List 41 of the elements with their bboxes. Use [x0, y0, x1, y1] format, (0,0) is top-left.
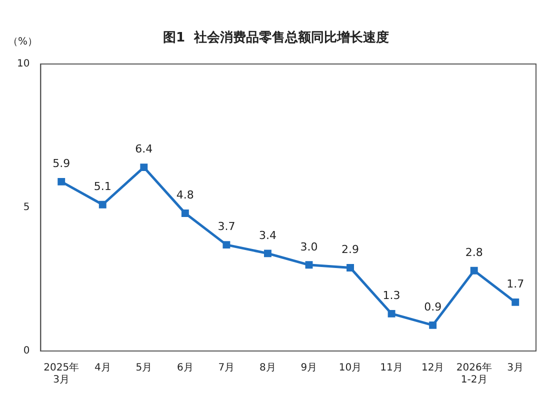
- point: [140, 164, 148, 172]
- data-label: 5.9: [52, 157, 70, 170]
- point: [181, 210, 189, 217]
- point: [222, 241, 230, 249]
- data-label: 2.9: [342, 243, 360, 256]
- point: [58, 178, 66, 186]
- x-tick-label: 5月: [136, 362, 152, 374]
- data-label: 5.1: [94, 180, 112, 193]
- data-label: 3.4: [258, 228, 276, 242]
- x-tick-label: 6月: [176, 362, 194, 374]
- point: [512, 298, 520, 306]
- data-label: 0.9: [424, 300, 442, 314]
- data-label: 3.0: [300, 240, 318, 254]
- point: [470, 266, 478, 274]
- point: [264, 250, 272, 258]
- chart-title: 图1 社会消费品零售总额同比增长速度: [162, 29, 390, 46]
- x-tick-label: 8月: [260, 362, 276, 374]
- data-label: 3.7: [218, 220, 236, 234]
- x-tick-label: 12月: [421, 362, 444, 374]
- data-label: 4.8: [176, 188, 194, 202]
- data-label: 2.8: [465, 246, 483, 259]
- x-tick-label: 2025年 3月: [44, 362, 80, 386]
- x-tick-label: 2026年 1-2月: [456, 362, 492, 386]
- point: [388, 310, 396, 318]
- x-tick-label: 7月: [218, 362, 235, 374]
- x-tick-label: 4月: [94, 362, 111, 374]
- x-tick-label: 10月: [338, 362, 362, 374]
- data-label: 1.3: [382, 289, 400, 302]
- y-axis-title: （%）: [8, 36, 38, 48]
- y-tick-label: 5: [23, 202, 30, 214]
- point: [305, 261, 313, 269]
- data-label: 6.4: [135, 142, 153, 156]
- y-tick-label: 10: [16, 58, 30, 70]
- y-tick-label: 0: [23, 346, 30, 357]
- data-label: 1.7: [506, 278, 524, 291]
- x-tick-label: 3月: [507, 362, 524, 374]
- point: [346, 264, 354, 272]
- point: [98, 200, 106, 208]
- x-tick-label: 9月: [300, 362, 318, 374]
- point: [429, 321, 437, 329]
- x-tick-label: 11月: [380, 362, 403, 374]
